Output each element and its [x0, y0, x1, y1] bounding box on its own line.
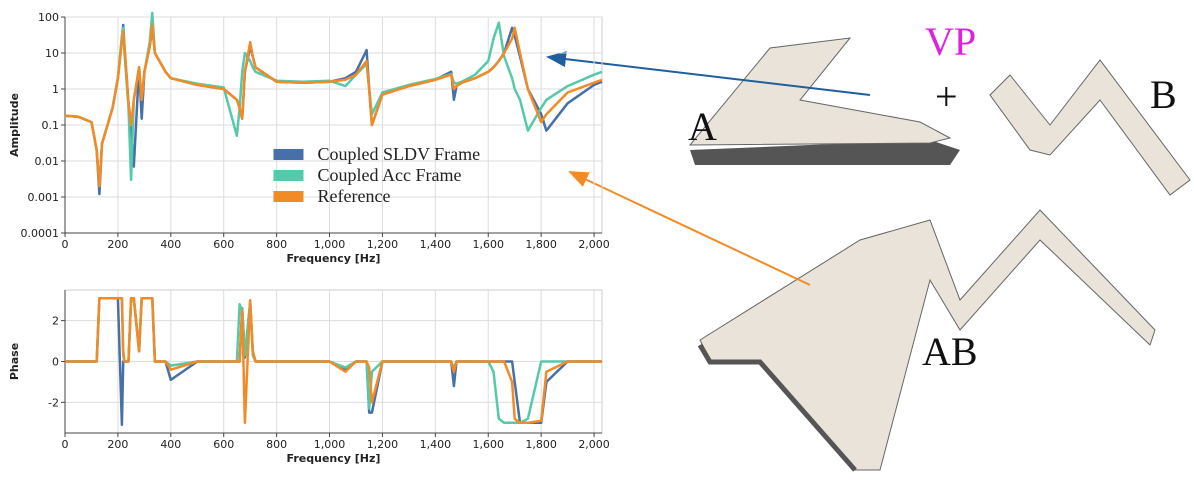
x-tick-label: 1,400 [420, 238, 452, 251]
y-tick-label: 0.0001 [21, 227, 60, 240]
legend-swatch [274, 191, 304, 202]
y-tick-label: 0.001 [28, 191, 60, 204]
y-tick-label: 0.1 [42, 119, 60, 132]
y-tick-label: 0.01 [35, 155, 60, 168]
x-tick-label: 800 [266, 438, 287, 451]
y-tick-label: 100 [38, 11, 59, 24]
y-axis-label: Phase [8, 343, 21, 380]
label-plus: + [935, 74, 958, 119]
legend-swatch [274, 149, 304, 160]
y-tick-label: 0 [52, 356, 59, 369]
illustration: A B AB VP + [548, 19, 1190, 470]
x-tick-label: 200 [107, 238, 128, 251]
label-a: A [688, 104, 717, 149]
legend-swatch [274, 170, 304, 181]
x-tick-label: 800 [266, 238, 287, 251]
x-tick-label: 2,000 [578, 438, 610, 451]
x-axis-label: Frequency [Hz] [287, 452, 381, 465]
x-tick-label: 1,800 [525, 238, 557, 251]
x-tick-label: 1,200 [367, 438, 399, 451]
series-line [65, 298, 602, 423]
x-tick-label: 600 [213, 438, 234, 451]
arrow-reference [570, 172, 810, 285]
label-vp: VP [925, 19, 976, 64]
x-tick-label: 400 [160, 438, 181, 451]
label-ab: AB [922, 329, 978, 374]
y-tick-label: 10 [45, 47, 59, 60]
x-tick-label: 1,200 [367, 238, 399, 251]
page: {"chart_data":[ {"type":"line","xlabel":… [0, 0, 1194, 477]
x-tick-label: 1,600 [473, 438, 505, 451]
x-tick-label: 1,600 [473, 238, 505, 251]
x-tick-label: 400 [160, 238, 181, 251]
y-tick-label: 1 [52, 83, 59, 96]
x-tick-label: 1,000 [314, 438, 346, 451]
x-tick-label: 600 [213, 238, 234, 251]
legend-label: Reference [318, 186, 391, 206]
x-tick-label: 1,800 [525, 438, 557, 451]
plate-a [690, 38, 950, 145]
x-tick-label: 0 [62, 438, 69, 451]
y-tick-label: 2 [52, 315, 59, 328]
x-tick-label: 1,000 [314, 238, 346, 251]
series-line [65, 298, 602, 423]
legend-label: Coupled SLDV Frame [318, 144, 481, 164]
legend-label: Coupled Acc Frame [318, 165, 462, 185]
x-tick-label: 0 [62, 238, 69, 251]
figure: A B AB VP + 02004006008001,0001,2001,400… [0, 0, 1194, 477]
x-tick-label: 1,400 [420, 438, 452, 451]
x-tick-label: 2,000 [578, 238, 610, 251]
y-tick-label: -2 [48, 396, 59, 409]
label-b: B [1150, 72, 1177, 117]
x-axis-label: Frequency [Hz] [287, 252, 381, 265]
x-tick-label: 200 [107, 438, 128, 451]
y-axis-label: Amplitude [8, 93, 21, 157]
